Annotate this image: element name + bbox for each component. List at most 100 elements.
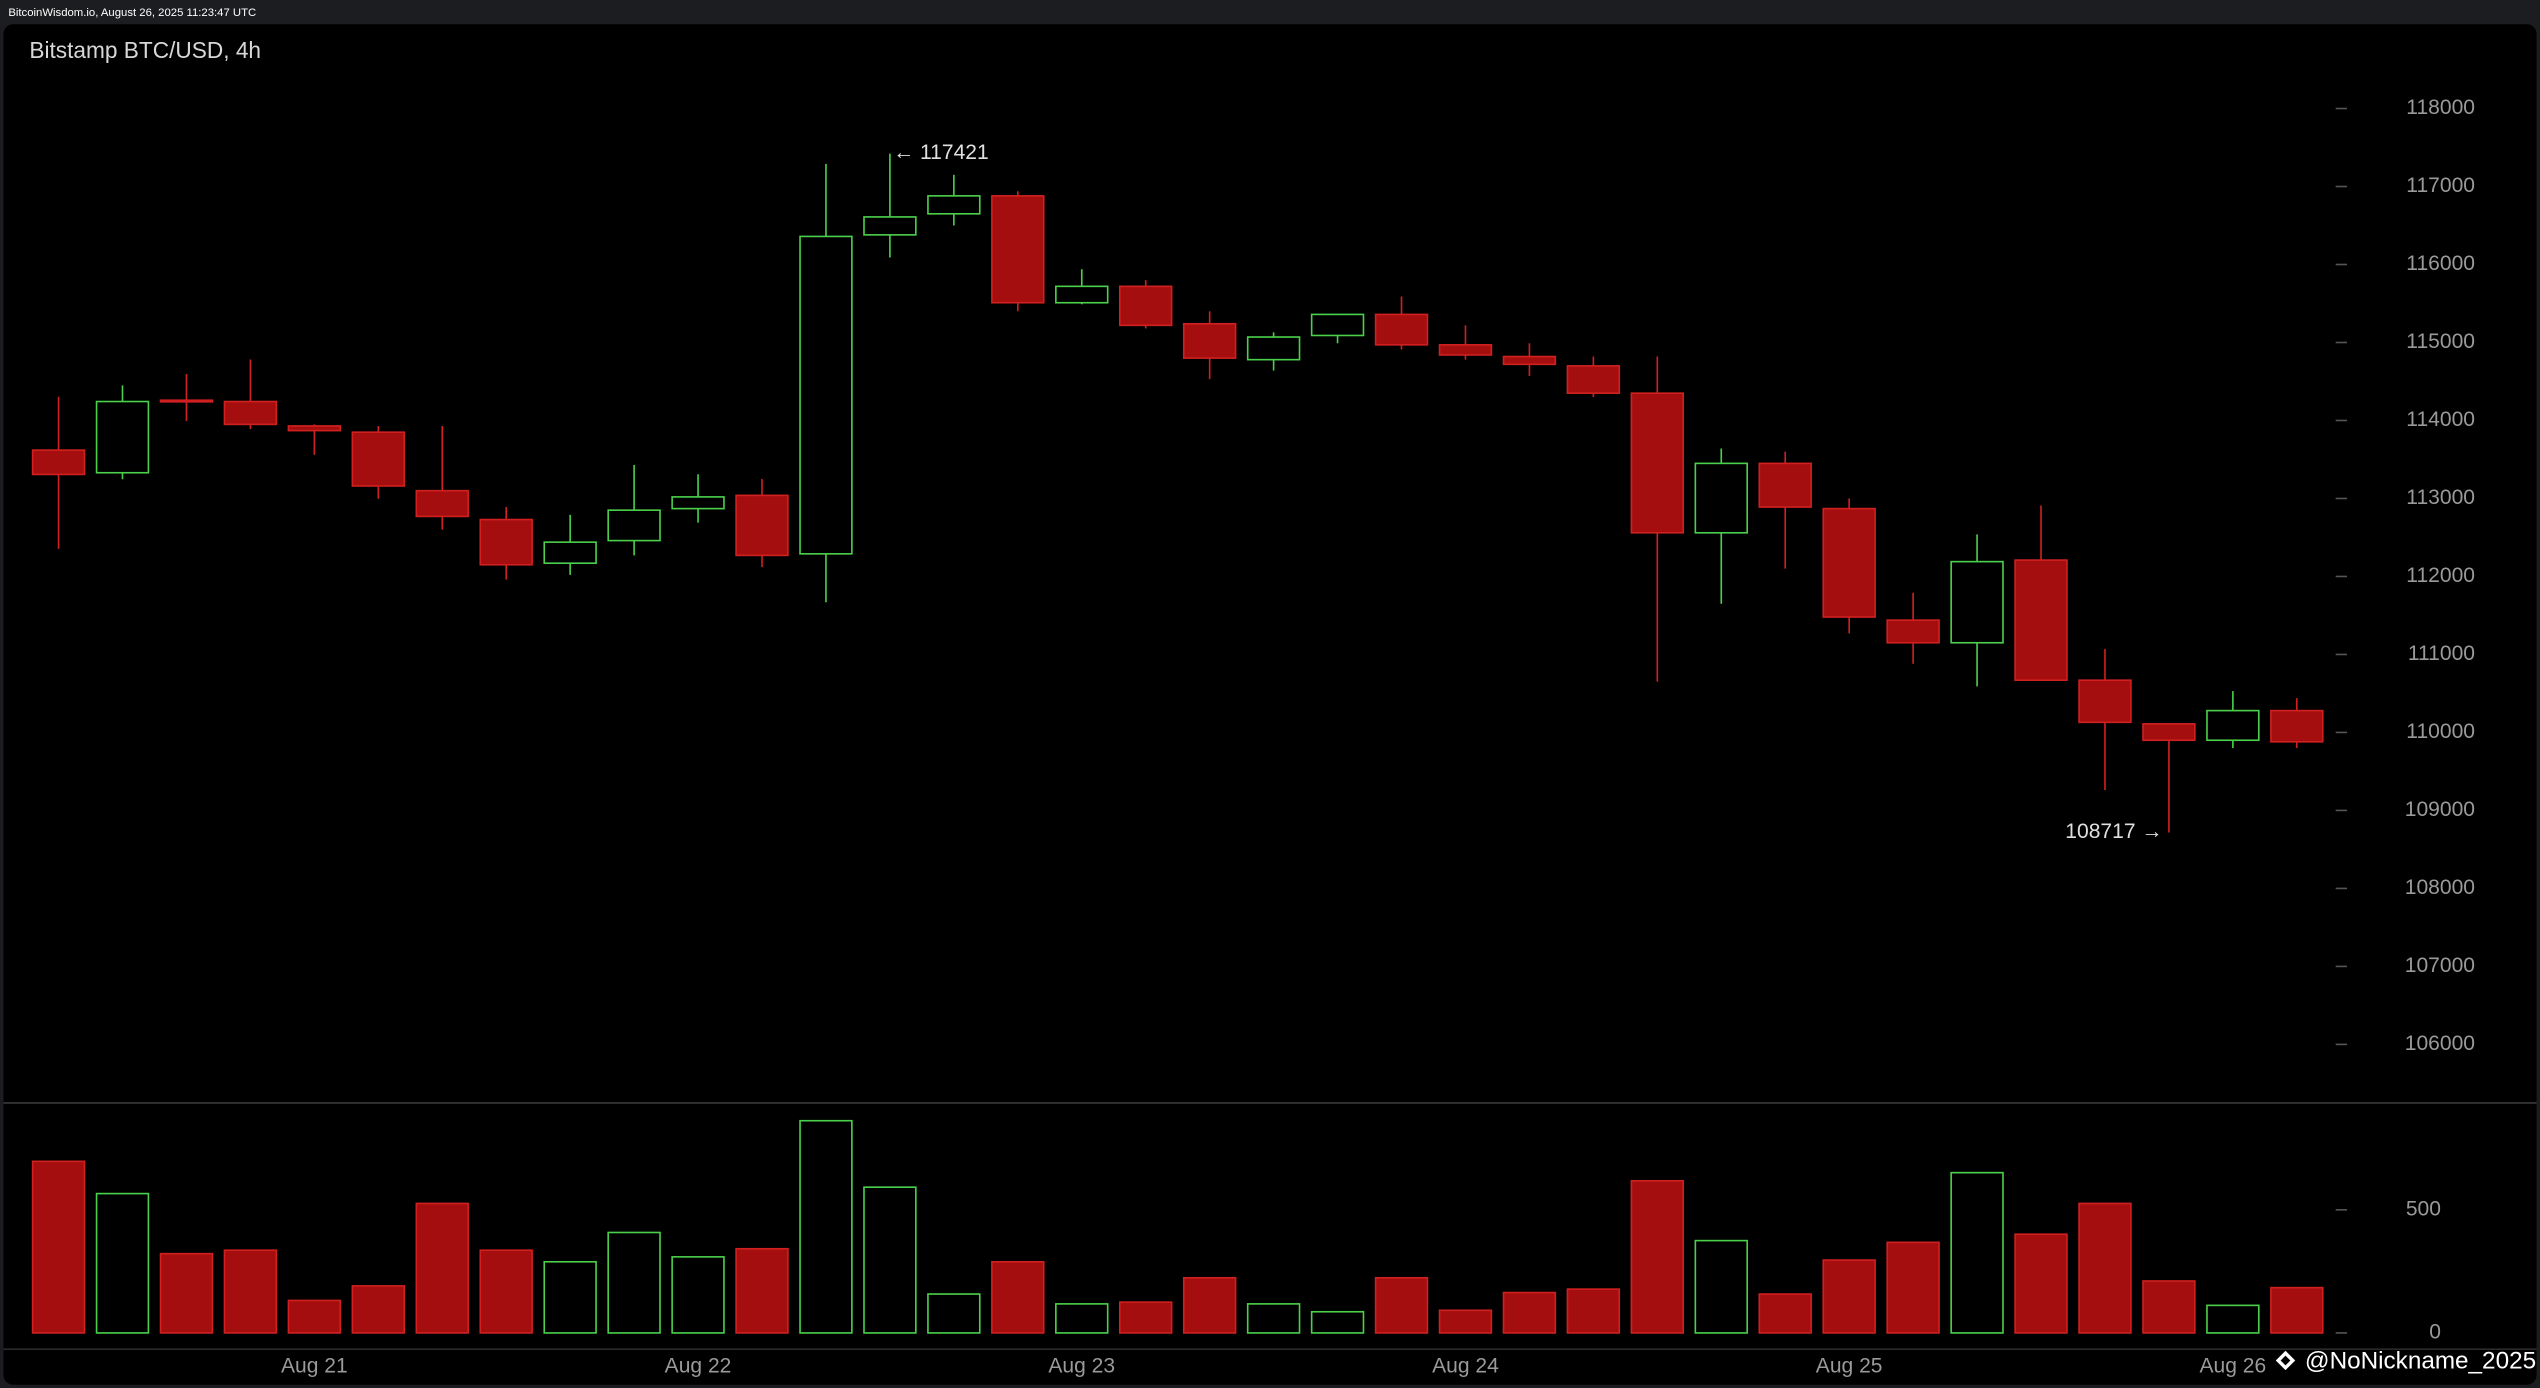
watermark: @NoNickname_2025 [2275,1348,2536,1375]
candle-body [543,541,597,565]
candle-body [991,195,1045,304]
volume-bar [1630,1179,1685,1334]
volume-bar [2270,1286,2324,1334]
y-tick-label: 112000 [2406,564,2475,587]
candle-body [1055,285,1109,304]
volume-bar [1886,1241,1940,1334]
volume-bar [1055,1303,1109,1334]
y-tick-label: 113000 [2406,486,2475,509]
volume-bar [2078,1202,2132,1334]
volume-bar [95,1192,150,1334]
y-tick-label: 110000 [2406,720,2475,743]
volume-bar [1246,1303,1301,1334]
candle-body [287,425,342,432]
y-tick-label: 109000 [2405,798,2475,821]
candle-body [735,494,789,557]
candle-body [223,400,278,426]
volume-bar [1758,1293,1812,1334]
candle-body [863,216,917,236]
x-tick-label: Aug 25 [1816,1355,1883,1378]
watermark-icon [2275,1350,2296,1371]
candle-body [1950,560,2004,644]
candle-body [1694,462,1748,534]
y2-tick-label: 0 [2429,1320,2441,1343]
volume-bar [2014,1233,2068,1334]
candle-body [1630,392,1685,534]
volume-bar [1694,1239,1748,1334]
volume-bar [799,1119,853,1334]
candle-body [2142,723,2196,742]
candle-body [1310,313,1365,337]
y-tick-label: 111000 [2408,642,2475,665]
candle-body [351,431,406,487]
candle-body [2270,709,2324,743]
y-tick-label: 107000 [2405,954,2475,977]
volume-bar [159,1252,214,1334]
candle-body [1566,365,1621,394]
candle-body [1374,313,1429,346]
volume-bar [351,1285,406,1334]
volume-bar [1310,1310,1365,1334]
candle-body [799,235,853,555]
x-tick-label: Aug 23 [1048,1355,1115,1378]
candle-body [2078,679,2132,724]
y-tick-label: 116000 [2406,252,2475,275]
x-tick-label: Aug 21 [281,1355,348,1378]
volume-bar [287,1299,342,1334]
volume-bar [991,1260,1045,1334]
y-tick-label: 115000 [2406,330,2475,353]
candle-body [2206,709,2260,742]
watermark-text: @NoNickname_2025 [2305,1348,2536,1375]
annotation: ← 117421 [893,141,989,164]
candle-body [607,509,661,542]
y-tick-label: 106000 [2405,1032,2475,1055]
candle-body [1118,285,1173,327]
candle-body [1886,619,1940,644]
x-tick-label: Aug 24 [1432,1355,1499,1378]
candle-body [1438,344,1493,356]
chart-title: Bitstamp BTC/USD, 4h [29,37,261,63]
volume-bar [223,1249,278,1334]
volume-bar [1182,1276,1237,1334]
header: BitcoinWisdom.io, August 26, 2025 11:23:… [8,7,256,19]
candle-body [1502,355,1557,366]
candle-body [1246,336,1301,361]
y-tick-label: 114000 [2406,408,2475,431]
volume-bar [1438,1309,1493,1334]
volume-bar [671,1256,725,1334]
x-tick-label: Aug 26 [2200,1355,2267,1378]
candle-body [1758,462,1812,508]
volume-bar [1950,1171,2004,1334]
candle-body [31,449,86,476]
volume-bar [927,1293,981,1334]
volume-bar [1374,1276,1429,1334]
candle-body [415,489,469,518]
y2-tick-label: 500 [2406,1197,2441,1220]
x-tick-label: Aug 22 [665,1355,732,1378]
candle-body [1822,507,1876,618]
volume-bar [735,1247,789,1334]
chart-panel [3,24,2537,1385]
candle-body [1182,322,1237,359]
candle-body [479,518,533,566]
volume-bar [1566,1288,1621,1334]
y-tick-label: 108000 [2405,876,2475,899]
candle-body [159,399,214,403]
candle-body [671,496,725,510]
volume-bar [1502,1291,1557,1334]
volume-bar [543,1260,597,1334]
y-tick-label: 117000 [2406,174,2475,197]
volume-bar [415,1202,469,1334]
volume-bar [1822,1259,1876,1334]
volume-bar [31,1160,86,1334]
y-tick-label: 118000 [2406,96,2475,119]
annotation: 108717 → [2065,820,2162,843]
volume-bar [479,1249,533,1334]
volume-bar [1118,1301,1173,1334]
volume-bar [2142,1280,2196,1334]
volume-bar [863,1186,917,1334]
candle-body [95,400,150,474]
volume-bar [607,1231,661,1334]
